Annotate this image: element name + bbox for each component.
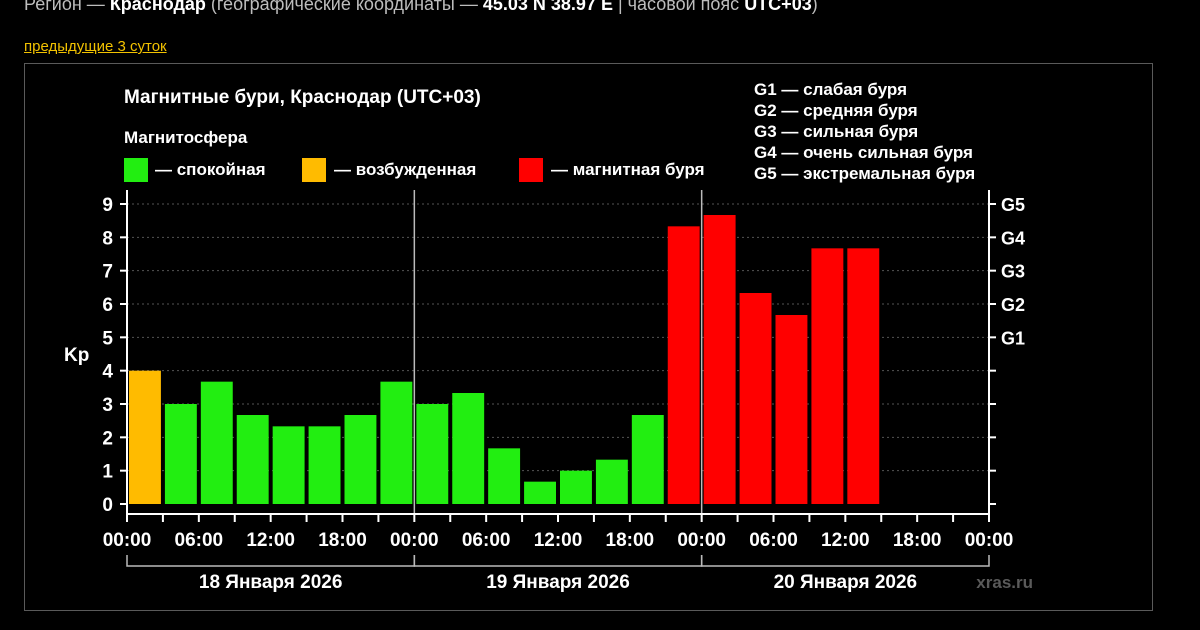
x-tick-label: 12:00 — [246, 530, 295, 551]
kp-bar-excited — [129, 370, 161, 504]
coords-label: (географические координаты — — [205, 0, 483, 14]
timezone-label: | часовой пояс — [612, 0, 745, 14]
g-legend-g4: G4 — очень сильная буря — [754, 143, 973, 162]
y-tick-label: 6 — [102, 295, 113, 316]
grid-layer — [127, 190, 989, 514]
kp-bar-quiet — [488, 448, 521, 504]
kp-bar-quiet — [164, 404, 197, 504]
previous-3-days-link[interactable]: предыдущие 3 суток — [24, 38, 167, 55]
kp-bar-storm — [775, 315, 808, 504]
x-tick-label: 06:00 — [175, 530, 224, 551]
legend-swatch-quiet — [124, 158, 148, 182]
kp-bar-quiet — [308, 426, 341, 504]
day-label: 19 Января 2026 — [486, 572, 630, 593]
kp-bar-quiet — [200, 381, 233, 504]
bars-layer — [129, 215, 880, 505]
legend-label-quiet: — спокойная — [155, 160, 266, 179]
kp-bar-storm — [667, 226, 700, 505]
chart-panel — [24, 63, 1153, 611]
day-label: 18 Января 2026 — [199, 572, 343, 593]
kp-bar-quiet — [560, 470, 592, 504]
kp-bar-quiet — [595, 459, 628, 504]
kp-bar-quiet — [236, 415, 269, 504]
g-scale-label: G2 — [1001, 295, 1025, 315]
region-label: Регион — — [24, 0, 110, 14]
x-tick-label: 12:00 — [821, 530, 870, 551]
kp-bar-quiet — [380, 381, 413, 504]
kp-bar-quiet — [452, 393, 485, 504]
g-scale-label: G5 — [1001, 195, 1025, 215]
x-tick-label: 18:00 — [893, 530, 942, 551]
watermark: xras.ru — [976, 573, 1033, 592]
y-tick-label: 0 — [102, 495, 113, 516]
kp-bar-storm — [847, 248, 880, 504]
g-legend-g1: G1 — слабая буря — [754, 80, 907, 99]
g-scale-label: G3 — [1001, 262, 1025, 282]
y-tick-label: 7 — [102, 262, 113, 283]
kp-bar-quiet — [344, 415, 377, 504]
g-scale-label: G1 — [1001, 328, 1025, 348]
region-coords: 45.03 N 38.97 E — [482, 0, 613, 14]
region-city: Краснодар — [109, 0, 206, 14]
y-tick-label: 2 — [102, 428, 113, 449]
x-tick-label: 18:00 — [606, 530, 655, 551]
kp-bar-storm — [739, 293, 772, 504]
kp-bar-quiet — [272, 426, 305, 504]
y-tick-label: 9 — [102, 195, 113, 216]
legend-swatch-excited — [302, 158, 326, 182]
x-tick-label: 06:00 — [749, 530, 798, 551]
g-legend-g2: G2 — средняя буря — [754, 101, 918, 120]
x-tick-label: 18:00 — [318, 530, 367, 551]
kp-bar-storm — [703, 215, 736, 504]
y-axis-label: Kp — [64, 345, 89, 366]
legend-swatch-storm — [519, 158, 543, 182]
kp-bar-quiet — [416, 404, 449, 504]
x-tick-label: 06:00 — [462, 530, 511, 551]
region-close-paren: ) — [811, 0, 818, 14]
kp-bar-quiet — [524, 481, 556, 504]
y-tick-label: 4 — [102, 362, 113, 383]
x-tick-label: 00:00 — [965, 530, 1014, 551]
g-legend-g3: G3 — сильная буря — [754, 122, 918, 141]
timezone-value: UTC+03 — [744, 0, 812, 14]
day-bracket — [700, 555, 990, 567]
x-tick-label: 00:00 — [390, 530, 439, 551]
kp-bar-quiet — [631, 415, 664, 504]
legend-heading: Магнитосфера — [124, 128, 248, 147]
x-tick-label: 00:00 — [103, 530, 152, 551]
x-tick-label: 12:00 — [534, 530, 583, 551]
day-bracket — [126, 555, 416, 567]
y-tick-label: 1 — [102, 462, 113, 483]
day-bracket — [413, 555, 703, 567]
y-tick-label: 8 — [102, 228, 113, 249]
legend-label-storm: — магнитная буря — [551, 160, 705, 179]
kp-bar-storm — [811, 248, 844, 504]
y-tick-label: 5 — [102, 328, 113, 349]
axes-layer: 0 1 2 3 4 5 6 7 8 9 G1 G2 G3 G4 G5 00:00 06:00 12:00 18:00… — [102, 190, 1025, 593]
day-label: 20 Января 2026 — [774, 572, 918, 593]
legend-label-excited: — возбужденная — [334, 160, 476, 179]
y-tick-label: 3 — [102, 395, 113, 416]
g-scale-label: G4 — [1001, 228, 1025, 248]
x-tick-label: 00:00 — [677, 530, 726, 551]
g-legend-g5: G5 — экстремальная буря — [754, 164, 975, 183]
chart-title: Магнитные бури, Краснодар (UTC+03) — [124, 87, 481, 108]
region-info: Регион — Краснодар (географические коорд… — [24, 0, 818, 15]
